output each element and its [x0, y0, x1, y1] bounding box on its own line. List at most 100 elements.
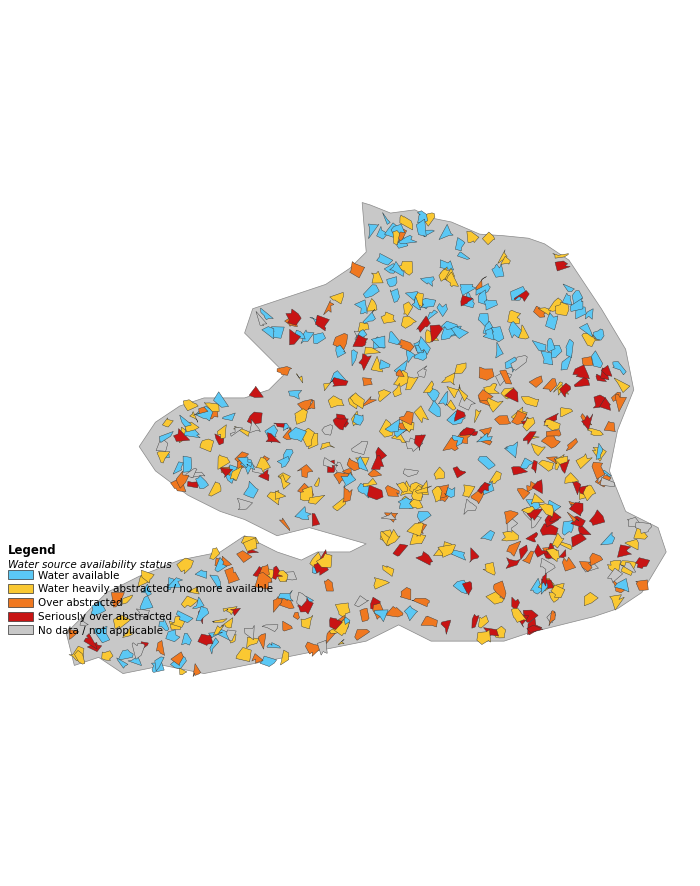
Polygon shape [384, 223, 397, 238]
Polygon shape [132, 643, 145, 659]
Polygon shape [347, 458, 360, 471]
Polygon shape [494, 581, 506, 600]
Polygon shape [215, 434, 224, 446]
Polygon shape [138, 575, 150, 587]
Polygon shape [283, 428, 291, 440]
Polygon shape [398, 236, 417, 245]
Polygon shape [523, 417, 535, 431]
Polygon shape [440, 268, 447, 280]
Polygon shape [517, 325, 529, 339]
Polygon shape [542, 579, 554, 588]
Polygon shape [284, 424, 291, 431]
Polygon shape [66, 203, 666, 673]
Polygon shape [477, 433, 492, 442]
Polygon shape [477, 483, 491, 494]
Polygon shape [348, 395, 358, 409]
Polygon shape [550, 346, 562, 359]
Polygon shape [512, 411, 527, 425]
Polygon shape [589, 510, 605, 525]
Polygon shape [359, 354, 371, 371]
FancyBboxPatch shape [8, 626, 33, 634]
Polygon shape [171, 617, 185, 627]
Polygon shape [400, 587, 411, 601]
Polygon shape [544, 414, 559, 424]
Polygon shape [279, 518, 290, 531]
Polygon shape [483, 322, 497, 338]
Polygon shape [528, 618, 542, 635]
Polygon shape [373, 338, 384, 349]
Polygon shape [151, 663, 164, 672]
Polygon shape [565, 473, 579, 484]
Polygon shape [351, 442, 368, 455]
Polygon shape [273, 597, 282, 613]
Polygon shape [402, 496, 416, 507]
Polygon shape [487, 399, 503, 413]
Polygon shape [601, 478, 615, 487]
FancyBboxPatch shape [8, 571, 33, 579]
Polygon shape [415, 346, 424, 354]
Polygon shape [505, 389, 518, 402]
Polygon shape [391, 430, 406, 443]
Polygon shape [507, 541, 521, 556]
Polygon shape [511, 408, 527, 423]
Polygon shape [460, 285, 476, 296]
Polygon shape [559, 460, 570, 474]
Polygon shape [484, 384, 499, 394]
Polygon shape [396, 483, 408, 493]
Polygon shape [538, 579, 554, 592]
Polygon shape [520, 458, 533, 470]
Polygon shape [398, 498, 414, 509]
Polygon shape [316, 315, 330, 331]
Polygon shape [580, 487, 589, 500]
Polygon shape [594, 395, 606, 408]
Polygon shape [308, 400, 315, 409]
Polygon shape [247, 413, 262, 426]
Polygon shape [212, 619, 228, 623]
Polygon shape [539, 504, 554, 517]
Polygon shape [156, 439, 168, 453]
Polygon shape [592, 335, 603, 339]
Polygon shape [528, 437, 539, 439]
Polygon shape [365, 347, 381, 355]
Polygon shape [350, 262, 365, 278]
Polygon shape [447, 273, 459, 287]
Polygon shape [511, 356, 527, 371]
Polygon shape [445, 268, 454, 283]
Polygon shape [478, 291, 487, 306]
Polygon shape [281, 650, 289, 665]
Polygon shape [412, 486, 424, 501]
Polygon shape [601, 366, 612, 377]
Polygon shape [330, 293, 344, 305]
Polygon shape [230, 428, 243, 437]
Polygon shape [447, 387, 459, 399]
Polygon shape [314, 478, 320, 487]
Polygon shape [290, 330, 300, 346]
Polygon shape [529, 377, 542, 388]
Polygon shape [510, 287, 526, 301]
Polygon shape [421, 617, 438, 627]
Polygon shape [330, 371, 346, 384]
Polygon shape [460, 428, 475, 436]
Polygon shape [615, 395, 626, 412]
Polygon shape [343, 487, 352, 502]
Polygon shape [373, 603, 384, 619]
Polygon shape [542, 548, 557, 559]
Polygon shape [300, 487, 313, 501]
Polygon shape [216, 630, 230, 641]
Polygon shape [538, 308, 552, 316]
Polygon shape [461, 296, 473, 307]
Polygon shape [316, 554, 332, 568]
Polygon shape [479, 393, 491, 407]
Polygon shape [532, 515, 541, 529]
Polygon shape [625, 540, 638, 550]
Polygon shape [139, 642, 148, 652]
Polygon shape [403, 302, 413, 316]
Polygon shape [332, 616, 347, 626]
Polygon shape [492, 265, 504, 278]
Text: Legend: Legend [8, 544, 57, 556]
Polygon shape [430, 325, 442, 343]
Polygon shape [560, 408, 573, 417]
Polygon shape [402, 421, 414, 433]
Polygon shape [601, 532, 615, 545]
Polygon shape [141, 571, 154, 584]
